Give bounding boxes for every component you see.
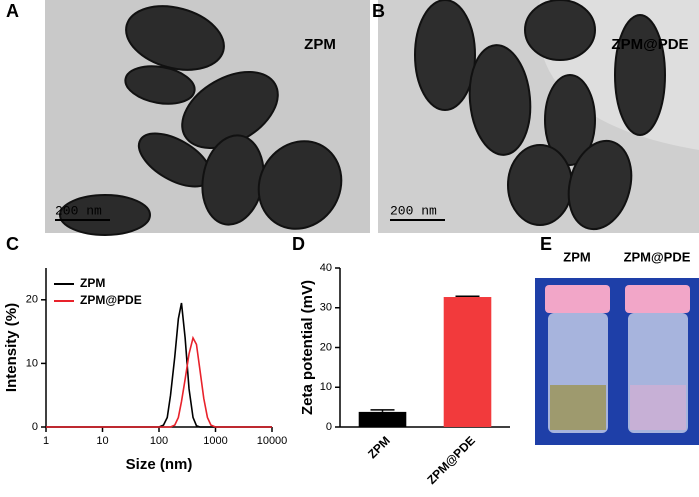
error-bar [455,295,480,298]
data-line [46,335,272,428]
y-axis-label: Zeta potential (mV) [299,280,316,415]
image-title: ZPM@PDE [611,36,688,53]
x-axis-label: Size (nm) [126,456,193,473]
vial-label: ZPM [563,249,590,264]
bar [358,411,407,427]
y-axis-label: Intensity (%) [3,303,20,392]
data-line [46,302,272,428]
x-tick-label: 100 [150,435,168,447]
panel-letter: D [292,234,305,254]
x-tick-label: 10 [96,435,108,447]
legend-label: ZPM [80,276,105,290]
panel-letter: A [6,1,19,21]
image-title: ZPM [304,36,336,53]
bar [443,297,492,427]
x-tick-label: ZPM [365,433,393,461]
vial-label: ZPM@PDE [624,249,691,264]
scale-bar-label: 200 nm [55,203,102,218]
tem-image-a: ZPM 200 nm [45,0,370,236]
y-tick-label: 10 [26,357,38,369]
panel-letter: E [540,234,552,254]
y-tick-label: 10 [320,381,332,393]
x-tick-label: 1000 [203,435,227,447]
y-tick-label: 30 [320,302,332,314]
y-tick-label: 20 [320,341,332,353]
panel-letter: B [372,1,385,21]
panel-letter: C [6,234,19,254]
x-tick-label: 1 [43,435,49,447]
y-tick-label: 0 [326,421,332,433]
x-tick-label: 10000 [257,435,288,447]
tem-image-b: ZPM@PDE 200 nm [378,0,699,233]
error-bar [370,409,395,412]
legend-label: ZPM@PDE [80,293,142,307]
y-tick-label: 0 [32,421,38,433]
y-tick-label: 40 [320,262,332,274]
scale-bar-label: 200 nm [390,203,437,218]
x-tick-label: ZPM@PDE [424,433,478,487]
vial-photo [535,278,699,445]
y-tick-label: 20 [26,294,38,306]
